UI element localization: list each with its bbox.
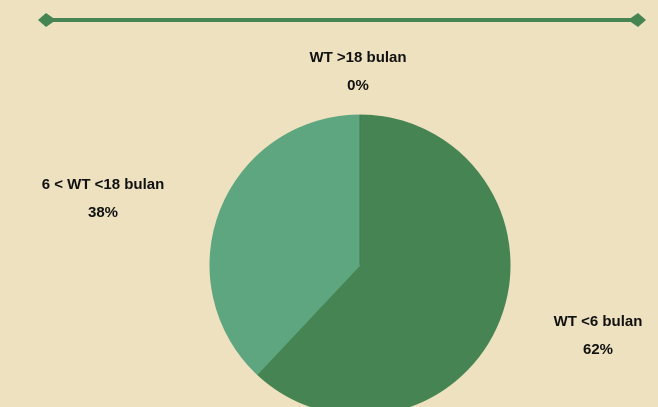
slice-value-label: 62% bbox=[583, 341, 613, 358]
top-divider bbox=[38, 13, 646, 27]
slice-value-label: 0% bbox=[347, 77, 369, 94]
pie-slice bbox=[256, 114, 511, 407]
slice-label: WT <6 bulan bbox=[554, 313, 643, 330]
slice-value-label: 38% bbox=[88, 204, 118, 221]
slice-label: 6 < WT <18 bulan bbox=[42, 176, 165, 193]
pie-slice bbox=[209, 114, 361, 376]
slice-label: WT >18 bulan bbox=[309, 49, 406, 66]
